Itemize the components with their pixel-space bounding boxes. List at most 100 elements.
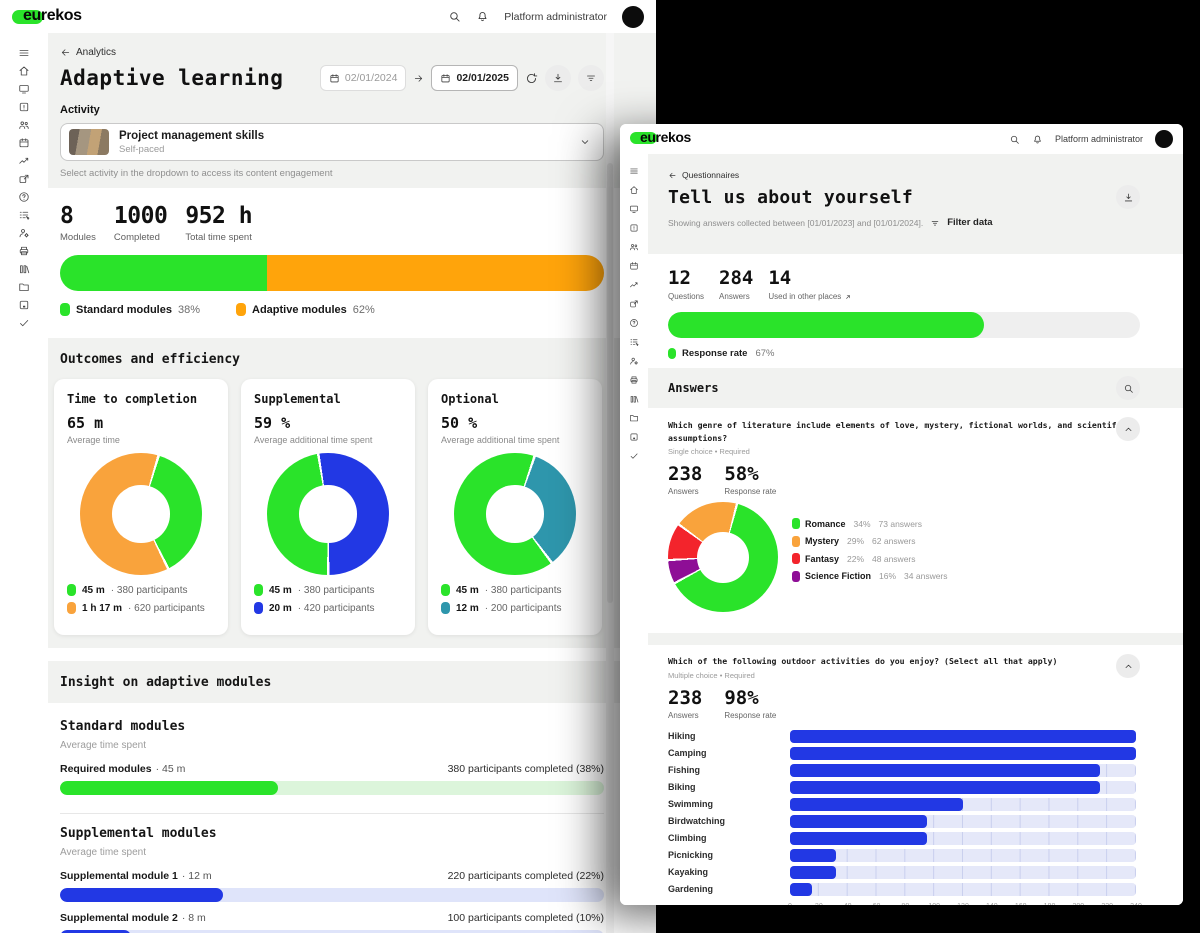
- legend-row: 20 m · 420 participants: [254, 602, 402, 614]
- legend-row: 45 m · 380 participants: [254, 584, 402, 596]
- legend-row: 45 m · 380 participants: [441, 584, 589, 596]
- calendar-icon[interactable]: [18, 137, 30, 149]
- legend-label: 45 m: [269, 584, 292, 596]
- download-button[interactable]: [545, 65, 571, 91]
- download-icon: [552, 72, 564, 84]
- back-icon[interactable]: [668, 171, 677, 180]
- refresh-icon[interactable]: [525, 72, 538, 85]
- avatar[interactable]: [1155, 130, 1173, 148]
- date-range-note: Showing answers collected between [01/01…: [668, 217, 924, 228]
- bar-category-label: Kayaking: [668, 867, 709, 878]
- search-icon[interactable]: [448, 10, 461, 23]
- breadcrumb[interactable]: Questionnaires: [668, 170, 1183, 180]
- stat-value: 1000: [113, 203, 168, 229]
- share-icon[interactable]: [629, 299, 639, 309]
- media-icon[interactable]: [18, 299, 30, 311]
- help-icon[interactable]: [18, 191, 30, 203]
- report-icon[interactable]: [629, 223, 639, 233]
- card-value: 50 %: [441, 414, 478, 432]
- breadcrumb-label[interactable]: Analytics: [76, 47, 117, 58]
- collapse-button[interactable]: [1116, 417, 1140, 441]
- legend-swatch: [792, 570, 800, 582]
- filter-button[interactable]: [578, 65, 604, 91]
- users-icon[interactable]: [18, 119, 30, 131]
- calendar-icon[interactable]: [629, 261, 639, 271]
- bar-row-right: 220 participants completed (22%): [447, 870, 604, 882]
- account-name[interactable]: Platform administrator: [1054, 134, 1143, 144]
- scrollbar-thumb[interactable]: [607, 163, 613, 603]
- filter-icon[interactable]: [930, 218, 940, 228]
- check-icon[interactable]: [629, 451, 639, 461]
- legend-pct: 34%: [853, 518, 871, 529]
- external-link-icon[interactable]: [844, 293, 852, 301]
- check-icon[interactable]: [18, 317, 30, 329]
- print-icon[interactable]: [629, 375, 639, 385]
- stat-label: Answers: [668, 710, 699, 720]
- share-icon[interactable]: [18, 173, 30, 185]
- eurekos-logo[interactable]: eurekos: [630, 129, 691, 149]
- bar-track: [790, 831, 1136, 845]
- menu-icon[interactable]: [18, 47, 30, 59]
- stat-modules: 8 Modules: [60, 203, 96, 243]
- tasks-icon[interactable]: [18, 209, 30, 221]
- tasks-icon[interactable]: [629, 337, 639, 347]
- library-icon[interactable]: [18, 263, 30, 275]
- user-settings-icon[interactable]: [629, 356, 639, 366]
- legend-swatch: [254, 602, 263, 614]
- media-icon[interactable]: [629, 432, 639, 442]
- legend-swatch: [792, 553, 800, 565]
- bar-row-kayaking: Kayaking: [668, 864, 1183, 881]
- card-title: Optional: [441, 392, 499, 406]
- report-icon[interactable]: [18, 101, 30, 113]
- download-button[interactable]: [1116, 185, 1140, 209]
- notifications-icon[interactable]: [1032, 134, 1043, 145]
- folder-icon[interactable]: [18, 281, 30, 293]
- home-icon[interactable]: [629, 185, 639, 195]
- breadcrumb-label[interactable]: Questionnaires: [682, 170, 740, 180]
- monitor-icon[interactable]: [629, 204, 639, 214]
- monitor-icon[interactable]: [18, 83, 30, 95]
- axis-tick: 0: [788, 903, 792, 905]
- stat-label[interactable]: Used in other places: [768, 292, 842, 301]
- bar-fill: [790, 848, 837, 862]
- back-icon[interactable]: [60, 47, 71, 58]
- search-icon[interactable]: [1009, 134, 1020, 145]
- users-icon[interactable]: [629, 242, 639, 252]
- outcome-card-time-to-completion: Time to completion 65 m Average time 45 m · …: [54, 379, 228, 635]
- notifications-icon[interactable]: [476, 10, 489, 23]
- breadcrumb[interactable]: Analytics: [60, 47, 656, 58]
- axis-tick: 120: [957, 903, 969, 905]
- user-settings-icon[interactable]: [18, 227, 30, 239]
- date-from-input[interactable]: 02/01/2024: [319, 65, 407, 91]
- trend-icon[interactable]: [18, 155, 30, 167]
- axis-tick: 100: [928, 903, 940, 905]
- collapse-button[interactable]: [1116, 654, 1140, 678]
- menu-icon[interactable]: [629, 166, 639, 176]
- eurekos-logo[interactable]: eurekos: [12, 7, 82, 27]
- stat-label: Completed: [113, 232, 160, 243]
- axis-tick: 140: [986, 903, 998, 905]
- bar-fill: [60, 781, 278, 795]
- scrollbar[interactable]: [606, 33, 614, 933]
- home-icon[interactable]: [18, 65, 30, 77]
- stat-response-rate: 58% Response rate: [724, 463, 776, 496]
- chevron-down-icon[interactable]: [579, 136, 591, 148]
- trend-icon[interactable]: [629, 280, 639, 290]
- filter-data-button[interactable]: Filter data: [947, 217, 993, 228]
- stat-value: 12: [668, 267, 691, 289]
- outcomes-title: Outcomes and efficiency: [60, 352, 241, 367]
- legend-value: 67%: [755, 348, 775, 359]
- legend-swatch: [792, 535, 800, 547]
- stat-response-rate: 98% Response rate: [724, 687, 776, 720]
- avatar[interactable]: [622, 5, 644, 28]
- account-name[interactable]: Platform administrator: [504, 10, 607, 23]
- folder-icon[interactable]: [629, 413, 639, 423]
- activity-select[interactable]: Project management skills Self-paced: [60, 123, 604, 161]
- print-icon[interactable]: [18, 245, 30, 257]
- library-icon[interactable]: [629, 394, 639, 404]
- help-icon[interactable]: [629, 318, 639, 328]
- legend-detail: · 620 participants: [128, 602, 205, 614]
- date-to-input[interactable]: 02/01/2025: [431, 65, 518, 91]
- window-adaptive-learning: eurekos Platform administrator Analytics: [0, 0, 656, 933]
- search-answers-button[interactable]: [1116, 376, 1140, 400]
